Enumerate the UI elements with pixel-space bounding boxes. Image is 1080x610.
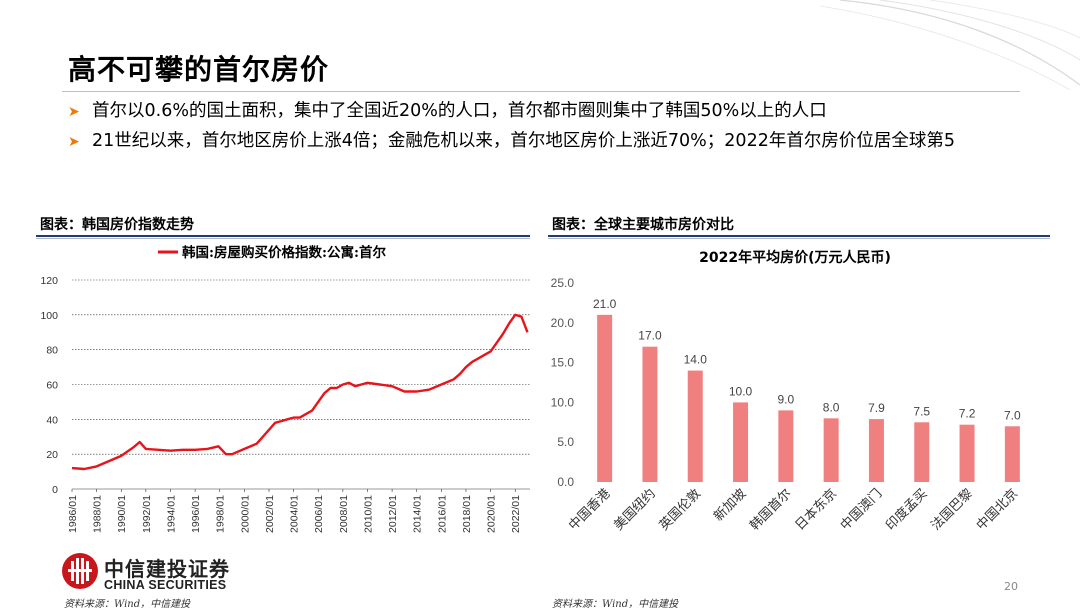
x-tick-label: 1998/01 <box>215 495 227 533</box>
bar <box>914 422 930 482</box>
x-tick-label: 2020/01 <box>486 495 498 533</box>
bullet-text: 首尔以0.6%的国土面积，集中了全国近20%的人口，首尔都市圈则集中了韩国50%… <box>92 101 827 121</box>
x-tick-label: 1988/01 <box>92 495 104 533</box>
bar-value-label: 9.0 <box>778 392 795 406</box>
category-label: 新加坡 <box>710 486 749 525</box>
x-tick-label: 2018/01 <box>461 495 473 533</box>
bar <box>687 370 703 482</box>
category-label: 中国香港 <box>566 486 613 533</box>
category-label: 日本东京 <box>793 486 840 533</box>
y-tick-label: 80 <box>46 345 58 357</box>
right-source-note: 资料来源：Wind，中信建投 <box>552 599 679 610</box>
title-divider <box>62 91 1020 92</box>
x-tick-label: 1992/01 <box>141 495 153 533</box>
left-source-note: 资料来源：Wind，中信建投 <box>64 599 191 610</box>
korea-house-price-line-chart: 韩国:房屋购买价格指数:公寓:首尔 0 20 40 60 80 100 120 1986/01 1… <box>40 244 530 533</box>
bar <box>868 419 884 482</box>
category-label: 印度孟买 <box>882 486 930 534</box>
x-tick-label: 2022/01 <box>510 495 522 533</box>
x-tick-label: 2006/01 <box>313 495 325 533</box>
y-tick-label: 5.0 <box>557 435 574 449</box>
x-tick-label: 2008/01 <box>338 495 350 533</box>
bar-value-label: 14.0 <box>684 353 708 367</box>
y-tick-label: 60 <box>46 380 58 392</box>
x-tick-label: 1994/01 <box>165 495 177 533</box>
bullet-item: ➤ 21世纪以来，首尔地区房价上涨4倍；金融危机以来，首尔地区房价上涨近70%；… <box>66 128 1026 155</box>
y-tick-label: 25.0 <box>551 276 575 290</box>
bar-value-label: 7.9 <box>868 401 885 415</box>
x-tick-label: 2000/01 <box>239 495 251 533</box>
y-tick-label: 0 <box>52 484 58 496</box>
bar-chart-title: 2022年平均房价(万元人民币) <box>699 249 891 266</box>
y-tick-label: 120 <box>40 275 58 287</box>
arrow-bullet-icon: ➤ <box>68 134 80 150</box>
logo-name-cn: 中信建投证券 <box>104 557 230 581</box>
page-number: 20 <box>1004 580 1018 593</box>
left-caption-rule <box>36 235 530 237</box>
category-label: 美国纽约 <box>611 486 658 533</box>
series-line <box>71 313 529 471</box>
bar <box>959 424 975 482</box>
bar-value-label: 8.0 <box>823 400 840 414</box>
bar <box>597 314 613 482</box>
y-tick-label: 0.0 <box>557 475 574 489</box>
x-tick-label: 1986/01 <box>67 495 79 533</box>
x-tick-label: 1990/01 <box>116 495 128 533</box>
bar-value-label: 17.0 <box>638 329 662 343</box>
bullet-list: ➤ 首尔以0.6%的国土面积，集中了全国近20%的人口，首尔都市圈则集中了韩国5… <box>66 98 1026 158</box>
y-tick-label: 10.0 <box>551 395 575 409</box>
category-label: 法国巴黎 <box>928 486 975 533</box>
bullet-item: ➤ 首尔以0.6%的国土面积，集中了全国近20%的人口，首尔都市圈则集中了韩国5… <box>66 98 1026 125</box>
y-tick-label: 100 <box>40 310 58 322</box>
x-tick-label: 2014/01 <box>412 495 424 533</box>
y-tick-label: 15.0 <box>551 356 575 370</box>
city-house-price-bar-chart: 2022年平均房价(万元人民币) 0.0 5.0 10.0 15.0 20.0 25.0 21… <box>551 249 1022 534</box>
category-label: 中国北京 <box>974 486 1021 533</box>
bar-value-label: 7.2 <box>959 407 976 421</box>
right-caption-subrule <box>548 238 1050 239</box>
bar-value-label: 21.0 <box>593 297 617 311</box>
x-tick-label: 2004/01 <box>289 495 301 533</box>
y-tick-label: 20 <box>46 449 58 461</box>
bar-value-label: 7.0 <box>1004 408 1021 422</box>
bar <box>823 418 839 482</box>
bar <box>733 402 749 482</box>
x-tick-label: 2012/01 <box>387 495 399 533</box>
y-tick-label: 20.0 <box>551 316 575 330</box>
bullet-text: 21世纪以来，首尔地区房价上涨4倍；金融危机以来，首尔地区房价上涨近70%；20… <box>92 131 955 151</box>
bar-value-label: 7.5 <box>913 404 930 418</box>
logo-emblem-icon <box>62 553 98 589</box>
category-label: 韩国首尔 <box>747 486 794 533</box>
bar-value-label: 10.0 <box>729 384 753 398</box>
category-label: 英国伦敦 <box>656 486 704 534</box>
page-title: 高不可攀的首尔房价 <box>68 53 330 86</box>
x-tick-label: 2016/01 <box>436 495 448 533</box>
bar <box>642 346 658 482</box>
header-decoration <box>820 0 1080 90</box>
legend-label: 韩国:房屋购买价格指数:公寓:首尔 <box>182 244 386 261</box>
bar <box>778 410 794 482</box>
right-caption-rule <box>548 235 1050 237</box>
bar <box>1004 426 1020 482</box>
company-logo: 中信建投证券 CHINA SECURITIES <box>60 551 240 593</box>
left-chart-caption: 图表：韩国房价指数走势 <box>40 217 194 233</box>
arrow-bullet-icon: ➤ <box>68 104 80 120</box>
right-chart-caption: 图表：全球主要城市房价对比 <box>552 217 734 233</box>
y-tick-label: 40 <box>46 414 58 426</box>
x-tick-label: 2010/01 <box>362 495 374 533</box>
x-tick-label: 2002/01 <box>264 495 276 533</box>
x-tick-label: 1996/01 <box>190 495 202 533</box>
left-caption-subrule <box>36 238 530 239</box>
category-label: 中国澳门 <box>837 486 885 534</box>
logo-name-en: CHINA SECURITIES <box>104 578 227 592</box>
